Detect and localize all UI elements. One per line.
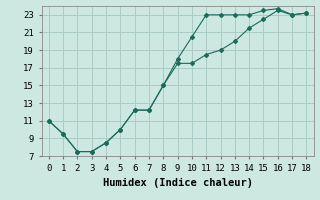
X-axis label: Humidex (Indice chaleur): Humidex (Indice chaleur) bbox=[103, 178, 252, 188]
